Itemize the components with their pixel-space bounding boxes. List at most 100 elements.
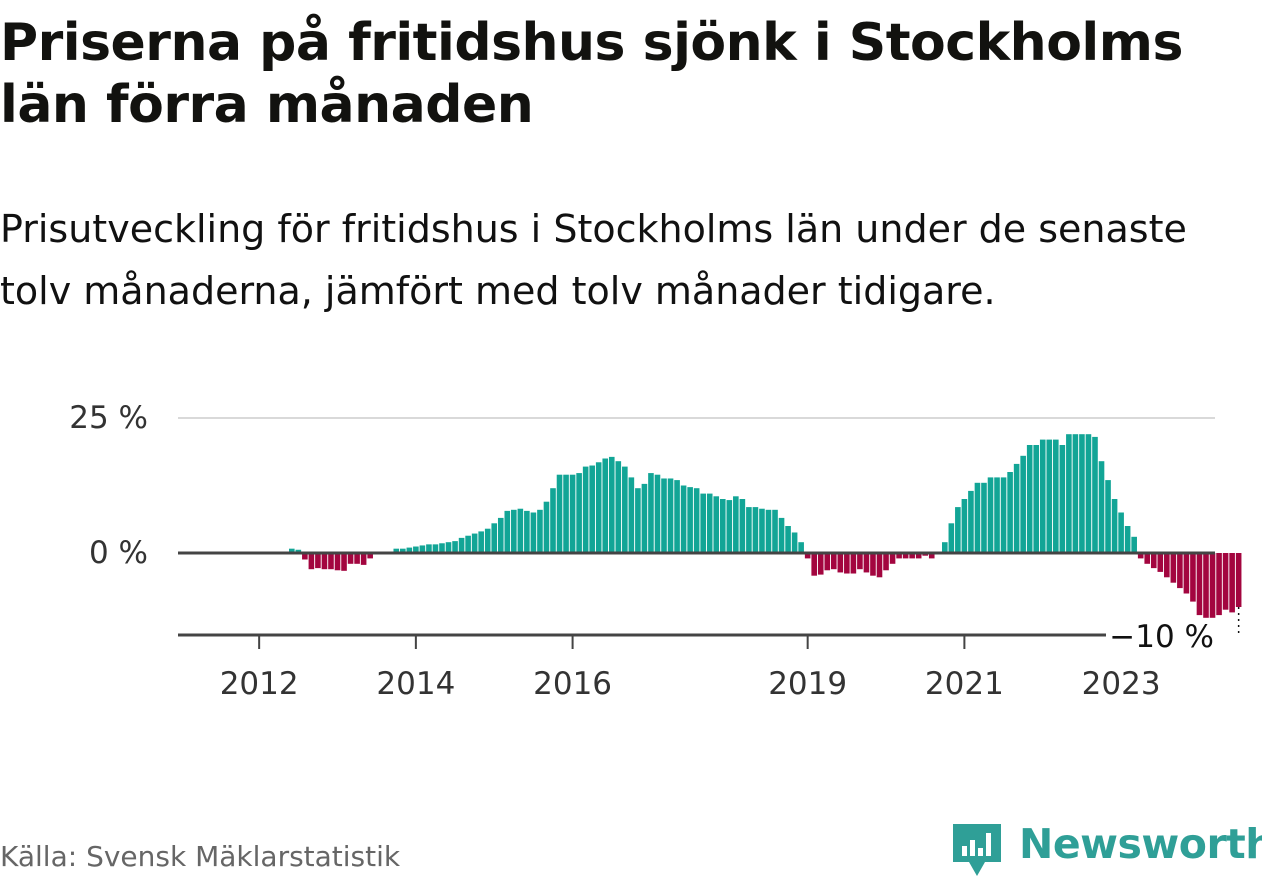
bar bbox=[915, 553, 922, 559]
bar bbox=[491, 523, 498, 553]
bar bbox=[765, 509, 772, 553]
bar bbox=[569, 474, 576, 553]
chart-title: Priserna på fritidshus sjönk i Stockholm… bbox=[0, 13, 1183, 135]
bar bbox=[1059, 445, 1066, 553]
bar bbox=[942, 542, 948, 553]
bar bbox=[713, 496, 720, 553]
x-tick-label: 2016 bbox=[533, 666, 612, 695]
bar bbox=[1105, 480, 1111, 553]
bar bbox=[876, 553, 883, 578]
bar bbox=[1164, 553, 1170, 578]
bar bbox=[602, 458, 609, 553]
last-value-bg bbox=[1106, 619, 1216, 655]
bar bbox=[478, 531, 484, 553]
bar bbox=[739, 499, 746, 553]
bar bbox=[1007, 472, 1013, 553]
bar bbox=[1177, 553, 1183, 589]
bar bbox=[1026, 445, 1033, 553]
axis-layer: 2012 2014 2016 2019 2021 2023 −10 % bbox=[178, 551, 1240, 695]
bar bbox=[530, 512, 537, 553]
bar bbox=[1190, 553, 1196, 602]
bar bbox=[413, 546, 419, 553]
bar bbox=[347, 553, 354, 564]
bar bbox=[328, 553, 334, 570]
bar bbox=[524, 510, 530, 553]
bar bbox=[961, 499, 968, 553]
bar bbox=[589, 465, 595, 553]
bar bbox=[687, 487, 693, 553]
bar bbox=[406, 547, 413, 553]
bar bbox=[974, 482, 981, 553]
bar bbox=[367, 553, 373, 559]
bar bbox=[393, 548, 400, 553]
bar bbox=[1118, 512, 1124, 553]
bar bbox=[576, 473, 582, 553]
bar bbox=[1203, 553, 1209, 618]
bar bbox=[817, 553, 824, 575]
bar bbox=[661, 478, 667, 553]
bar bbox=[1144, 553, 1151, 564]
bar bbox=[1131, 536, 1137, 553]
bar bbox=[1053, 439, 1059, 553]
bar bbox=[654, 474, 661, 553]
bar bbox=[439, 543, 445, 553]
bar bbox=[608, 456, 615, 553]
bar bbox=[1137, 553, 1144, 559]
bar bbox=[857, 553, 863, 570]
brand-logo[interactable]: Newsworthy bbox=[951, 818, 1262, 880]
bar bbox=[968, 490, 974, 553]
bar bbox=[693, 488, 700, 553]
bar bbox=[465, 535, 471, 553]
bar bbox=[302, 553, 308, 560]
bar bbox=[341, 553, 347, 571]
bar bbox=[582, 466, 589, 553]
bar bbox=[844, 553, 850, 574]
bar bbox=[785, 526, 791, 553]
bar bbox=[1085, 434, 1092, 553]
x-tick-label: 2012 bbox=[220, 666, 299, 695]
bar bbox=[863, 553, 870, 573]
bar bbox=[1222, 553, 1229, 610]
y-tick-label: 25 % bbox=[69, 400, 148, 436]
bar bbox=[883, 553, 889, 571]
y-tick-label: 0 % bbox=[89, 535, 148, 571]
bar bbox=[1020, 455, 1026, 553]
bar bbox=[804, 553, 811, 559]
bar bbox=[628, 477, 635, 553]
bar bbox=[791, 532, 798, 553]
bar bbox=[1111, 499, 1118, 553]
bar bbox=[1000, 477, 1007, 553]
bar bbox=[511, 509, 517, 553]
bar bbox=[896, 553, 902, 559]
bar bbox=[432, 544, 439, 553]
bar bbox=[360, 553, 367, 565]
bar bbox=[315, 553, 321, 569]
bar bbox=[733, 496, 739, 553]
bar bbox=[909, 553, 915, 559]
bar bbox=[778, 517, 785, 553]
bar bbox=[955, 507, 961, 553]
bar bbox=[1170, 553, 1177, 583]
bar bbox=[563, 474, 569, 553]
bar bbox=[902, 553, 909, 559]
bar bbox=[752, 507, 759, 553]
bar bbox=[1092, 436, 1098, 553]
newsworthy-logo-icon bbox=[953, 824, 1001, 876]
bar bbox=[1079, 434, 1085, 553]
bar bbox=[1124, 526, 1131, 553]
bar bbox=[543, 501, 550, 553]
bar bbox=[1150, 553, 1157, 569]
bar bbox=[928, 553, 935, 559]
bar bbox=[295, 549, 302, 553]
bar bbox=[1072, 434, 1079, 553]
bar bbox=[537, 509, 543, 553]
bar bbox=[419, 545, 426, 553]
bar bbox=[1196, 553, 1203, 616]
grid-layer: 25 % 0 % bbox=[69, 400, 1215, 571]
bar bbox=[289, 548, 295, 553]
x-tick-label: 2014 bbox=[376, 666, 455, 695]
bar bbox=[504, 510, 511, 553]
bar bbox=[1013, 463, 1020, 553]
bar-chart: 25 % 0 % 2012 2014 2016 2019 2021 2023 −10 % bbox=[69, 400, 1242, 695]
bar bbox=[680, 485, 687, 553]
